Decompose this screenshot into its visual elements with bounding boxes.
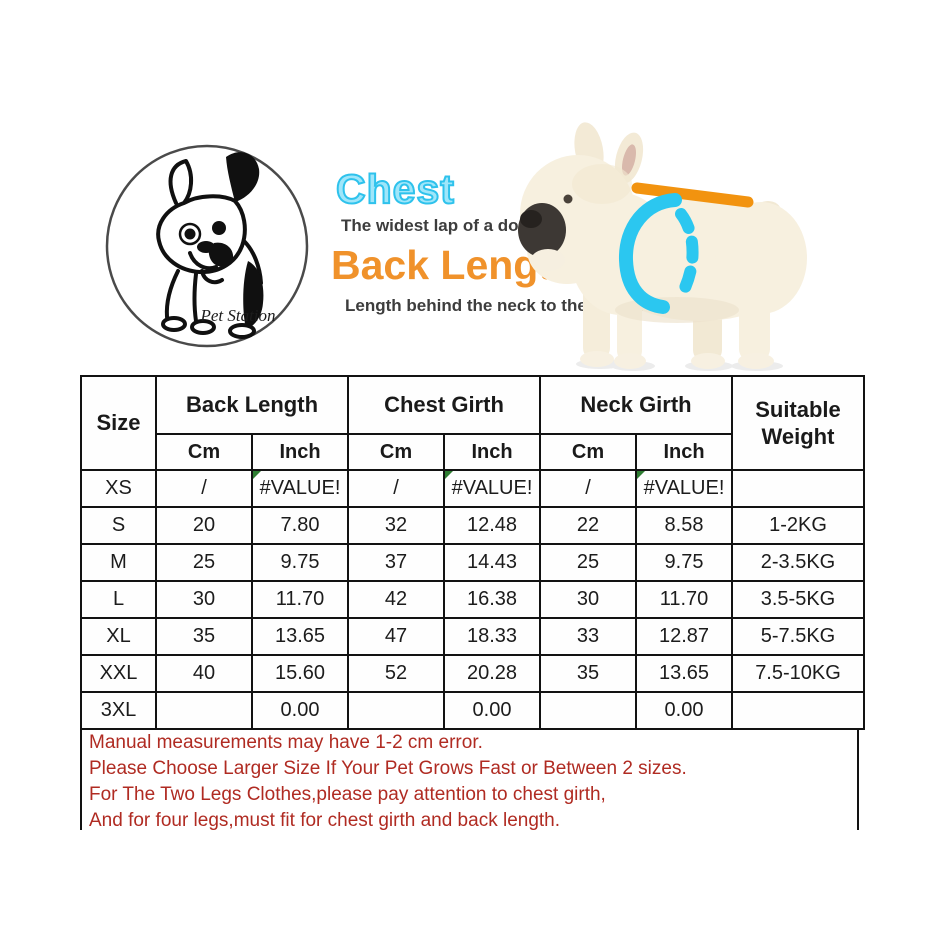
chest-title: Chest bbox=[335, 165, 455, 213]
cell-neck-cm: 35 bbox=[539, 654, 637, 693]
size-table: Size Back Length Chest Girth Neck Girth … bbox=[80, 375, 865, 730]
cell-weight: 1-2KG bbox=[731, 506, 865, 545]
cell-size: XXL bbox=[80, 654, 157, 693]
cell-back-cm: 30 bbox=[155, 580, 253, 619]
note-line: Please Choose Larger Size If Your Pet Gr… bbox=[89, 758, 687, 779]
cell-back-cm: 20 bbox=[155, 506, 253, 545]
cell-weight bbox=[731, 469, 865, 508]
cell-chest-inch: 14.43 bbox=[443, 543, 541, 582]
cell-back-inch: 15.60 bbox=[251, 654, 349, 693]
cell-back-cm: 25 bbox=[155, 543, 253, 582]
cell-back-cm: / bbox=[155, 469, 253, 508]
cell-neck-cm: 33 bbox=[539, 617, 637, 656]
cell-size: S bbox=[80, 506, 157, 545]
note-line: Manual measurements may have 1-2 cm erro… bbox=[89, 732, 483, 753]
back-length-subtitle: Length behind the neck to the tail root. bbox=[345, 296, 659, 315]
cell-chest-cm: 37 bbox=[347, 543, 445, 582]
cell-back-cm: 35 bbox=[155, 617, 253, 656]
cell-size: L bbox=[80, 580, 157, 619]
header-neck-girth: Neck Girth bbox=[539, 375, 733, 435]
pet-station-logo: Pet Station bbox=[105, 144, 309, 348]
cell-neck-inch: 0.00 bbox=[635, 691, 733, 730]
header-neck-cm: Cm bbox=[539, 433, 637, 471]
french-bulldog-photo bbox=[518, 122, 807, 371]
dog-measurement-illustration bbox=[518, 122, 807, 371]
cell-chest-cm: 52 bbox=[347, 654, 445, 693]
cell-chest-inch: 20.28 bbox=[443, 654, 541, 693]
cell-chest-inch: 16.38 bbox=[443, 580, 541, 619]
note-line: For The Two Legs Clothes,please pay atte… bbox=[89, 784, 606, 805]
cell-chest-cm bbox=[347, 691, 445, 730]
header-chest-girth: Chest Girth bbox=[347, 375, 541, 435]
chest-girth-marker bbox=[619, 193, 699, 314]
table-row-l: L 30 11.70 42 16.38 30 11.70 3.5-5KG bbox=[80, 580, 865, 619]
cell-chest-cm: 32 bbox=[347, 506, 445, 545]
cell-neck-inch: #VALUE! bbox=[635, 469, 733, 508]
table-row-xs: XS / #VALUE! / #VALUE! / #VALUE! bbox=[80, 469, 865, 508]
cell-neck-cm bbox=[539, 691, 637, 730]
cell-back-cm: 40 bbox=[155, 654, 253, 693]
cell-neck-cm: 22 bbox=[539, 506, 637, 545]
cell-neck-inch: 9.75 bbox=[635, 543, 733, 582]
cell-chest-cm: 42 bbox=[347, 580, 445, 619]
header-back-length: Back Length bbox=[155, 375, 349, 435]
cell-neck-cm: 25 bbox=[539, 543, 637, 582]
cell-size: XS bbox=[80, 469, 157, 508]
cell-neck-cm: 30 bbox=[539, 580, 637, 619]
cell-back-inch: 0.00 bbox=[251, 691, 349, 730]
header-size: Size bbox=[80, 375, 157, 471]
table-row-xxl: XXL 40 15.60 52 20.28 35 13.65 7.5-10KG bbox=[80, 654, 865, 693]
cell-chest-inch: #VALUE! bbox=[443, 469, 541, 508]
cell-neck-inch: 13.65 bbox=[635, 654, 733, 693]
cell-weight bbox=[731, 691, 865, 730]
cell-size: 3XL bbox=[80, 691, 157, 730]
cell-weight: 3.5-5KG bbox=[731, 580, 865, 619]
note-line: And for four legs,must fit for chest gir… bbox=[89, 810, 561, 831]
cell-back-cm bbox=[155, 691, 253, 730]
cell-size: M bbox=[80, 543, 157, 582]
table-row-3xl: 3XL 0.00 0.00 0.00 bbox=[80, 691, 865, 730]
cell-chest-inch: 0.00 bbox=[443, 691, 541, 730]
header-neck-inch: Inch bbox=[635, 433, 733, 471]
cell-neck-inch: 8.58 bbox=[635, 506, 733, 545]
measurement-notes: Manual measurements may have 1-2 cm erro… bbox=[80, 728, 859, 831]
header-suitable-weight: Suitable Weight bbox=[731, 375, 865, 471]
table-row-m: M 25 9.75 37 14.43 25 9.75 2-3.5KG bbox=[80, 543, 865, 582]
cell-back-inch: 11.70 bbox=[251, 580, 349, 619]
cell-weight: 2-3.5KG bbox=[731, 543, 865, 582]
table-row-s: S 20 7.80 32 12.48 22 8.58 1-2KG bbox=[80, 506, 865, 545]
cell-back-inch: #VALUE! bbox=[251, 469, 349, 508]
cell-back-inch: 13.65 bbox=[251, 617, 349, 656]
cell-weight: 7.5-10KG bbox=[731, 654, 865, 693]
cell-neck-inch: 12.87 bbox=[635, 617, 733, 656]
cell-neck-inch: 11.70 bbox=[635, 580, 733, 619]
header-row-units: Cm Inch Cm Inch Cm Inch bbox=[81, 433, 864, 471]
cell-neck-cm: / bbox=[539, 469, 637, 508]
back-length-marker bbox=[631, 182, 754, 208]
cell-chest-cm: 47 bbox=[347, 617, 445, 656]
logo-brand-text: Pet Station bbox=[199, 306, 275, 325]
cell-size: XL bbox=[80, 617, 157, 656]
bulldog-line-art-icon bbox=[156, 152, 264, 339]
cell-chest-inch: 18.33 bbox=[443, 617, 541, 656]
header-row-groups: Size Back Length Chest Girth Neck Girth … bbox=[80, 375, 865, 471]
table-row-xl: XL 35 13.65 47 18.33 33 12.87 5-7.5KG bbox=[80, 617, 865, 656]
cell-back-inch: 9.75 bbox=[251, 543, 349, 582]
header-chest-cm: Cm bbox=[347, 433, 445, 471]
header-back-cm: Cm bbox=[155, 433, 253, 471]
header-back-inch: Inch bbox=[251, 433, 349, 471]
cell-weight: 5-7.5KG bbox=[731, 617, 865, 656]
cell-chest-inch: 12.48 bbox=[443, 506, 541, 545]
header-chest-inch: Inch bbox=[443, 433, 541, 471]
cell-chest-cm: / bbox=[347, 469, 445, 508]
cell-back-inch: 7.80 bbox=[251, 506, 349, 545]
